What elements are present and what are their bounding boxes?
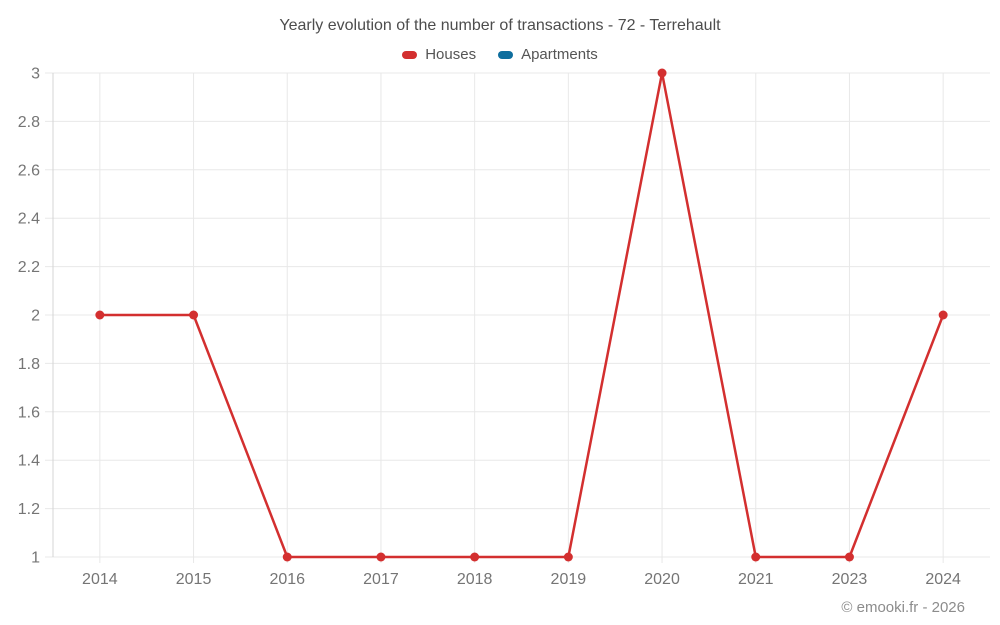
y-tick-label: 1.8 <box>18 356 40 373</box>
legend-item-apartments[interactable]: Apartments <box>498 46 598 63</box>
y-tick-label: 2 <box>31 308 40 325</box>
x-tick-label: 2016 <box>269 571 305 588</box>
x-tick-label: 2014 <box>82 571 118 588</box>
x-tick-label: 2024 <box>925 571 961 588</box>
x-tick-label: 2021 <box>738 571 774 588</box>
y-tick-label: 1.2 <box>18 501 40 518</box>
y-tick-label: 2.6 <box>18 162 40 179</box>
data-point <box>189 310 199 320</box>
y-tick-label: 2.4 <box>18 211 40 228</box>
y-tick-label: 2.8 <box>18 114 40 131</box>
data-point <box>938 310 948 320</box>
y-tick-label: 3 <box>31 66 40 83</box>
data-point <box>470 552 480 562</box>
chart-legend: Houses Apartments <box>0 46 1000 63</box>
data-point <box>282 552 292 562</box>
chart-title: Yearly evolution of the number of transa… <box>279 17 721 34</box>
x-tick-label: 2017 <box>363 571 399 588</box>
apartments-series-swatch-icon <box>498 50 514 59</box>
x-tick-label: 2023 <box>832 571 868 588</box>
data-point <box>844 552 854 562</box>
y-tick-label: 1.6 <box>18 404 40 421</box>
y-tick-label: 1.4 <box>18 453 40 470</box>
legend-item-houses[interactable]: Houses <box>402 46 476 63</box>
x-tick-label: 2019 <box>551 571 587 588</box>
y-tick-label: 1 <box>31 550 40 567</box>
data-point <box>376 552 386 562</box>
data-point <box>563 552 573 562</box>
houses-series-swatch-icon <box>402 50 418 59</box>
legend-label-apartments: Apartments <box>521 46 598 63</box>
series-line-houses <box>98 71 945 559</box>
data-point <box>95 310 105 320</box>
data-point <box>657 68 667 78</box>
x-tick-label: 2020 <box>644 571 680 588</box>
legend-label-houses: Houses <box>425 46 477 63</box>
data-point <box>751 552 761 562</box>
chart-credit: © emooki.fr - 2026 <box>841 599 965 616</box>
x-tick-label: 2015 <box>176 571 212 588</box>
y-tick-label: 2.2 <box>18 259 40 276</box>
x-tick-label: 2018 <box>457 571 493 588</box>
